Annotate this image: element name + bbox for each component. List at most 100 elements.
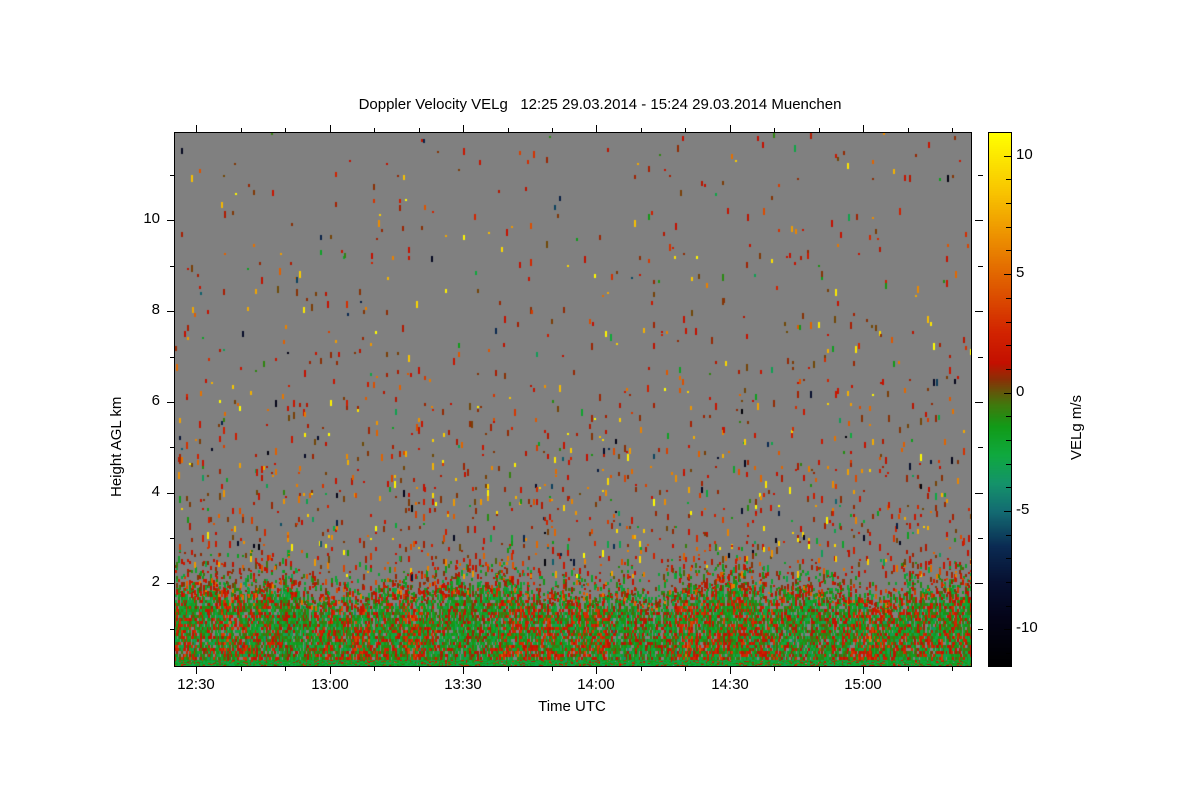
- y-axis-title: Height AGL km: [108, 396, 125, 497]
- x-tick: [730, 125, 731, 133]
- x-tick-minor: [952, 128, 953, 133]
- colorbar-tick-label: 0: [1016, 383, 1025, 400]
- x-tick-minor: [908, 666, 909, 671]
- y-tick: [167, 402, 175, 403]
- colorbar-tick-minor: [1006, 227, 1011, 228]
- colorbar-tick-minor: [1006, 582, 1011, 583]
- x-tick-label: 15:00: [844, 676, 882, 693]
- y-tick: [975, 402, 983, 403]
- y-tick-minor: [978, 538, 983, 539]
- colorbar-gradient: [989, 133, 1011, 666]
- x-tick-minor: [241, 666, 242, 671]
- x-tick-minor: [952, 666, 953, 671]
- colorbar-tick-label: 10: [1016, 146, 1033, 163]
- x-tick: [330, 125, 331, 133]
- y-tick-label: 2: [151, 573, 160, 590]
- colorbar-tick: [1004, 156, 1011, 157]
- x-tick-label: 14:00: [577, 676, 615, 693]
- x-tick-label: 13:30: [444, 676, 482, 693]
- x-tick: [463, 125, 464, 133]
- x-tick-minor: [685, 666, 686, 671]
- colorbar-tick-minor: [1006, 369, 1011, 370]
- y-tick: [975, 583, 983, 584]
- y-tick-minor: [170, 266, 175, 267]
- colorbar-tick-minor: [1006, 345, 1011, 346]
- colorbar-tick: [1004, 393, 1011, 394]
- colorbar-tick-minor: [1006, 132, 1011, 133]
- colorbar-tick-minor: [1006, 250, 1011, 251]
- colorbar-title: VELg m/s: [1068, 394, 1085, 460]
- colorbar-tick: [1004, 629, 1011, 630]
- heatmap-canvas: [175, 133, 971, 666]
- y-tick-label: 8: [151, 301, 160, 318]
- colorbar-tick-minor: [1006, 535, 1011, 536]
- y-tick: [167, 493, 175, 494]
- y-tick-minor: [978, 175, 983, 176]
- colorbar-tick-minor: [1006, 606, 1011, 607]
- colorbar-tick-label: 5: [1016, 264, 1025, 281]
- y-tick-minor: [978, 357, 983, 358]
- x-tick-minor: [641, 128, 642, 133]
- x-tick-minor: [819, 128, 820, 133]
- y-tick: [167, 583, 175, 584]
- y-tick: [167, 311, 175, 312]
- colorbar-tick-minor: [1006, 322, 1011, 323]
- x-tick: [463, 666, 464, 674]
- plot-area: [174, 132, 972, 667]
- x-tick-minor: [552, 128, 553, 133]
- colorbar-tick-minor: [1006, 653, 1011, 654]
- colorbar-tick-minor: [1006, 487, 1011, 488]
- x-tick: [196, 666, 197, 674]
- colorbar-tick-label: -5: [1016, 501, 1030, 518]
- y-tick-minor: [170, 175, 175, 176]
- y-tick-minor: [170, 357, 175, 358]
- x-tick-minor: [552, 666, 553, 671]
- page-title: Doppler Velocity VELg 12:25 29.03.2014 -…: [358, 96, 842, 113]
- x-tick-minor: [685, 128, 686, 133]
- y-tick-minor: [170, 447, 175, 448]
- y-tick-minor: [978, 447, 983, 448]
- x-tick: [330, 666, 331, 674]
- x-tick-minor: [374, 128, 375, 133]
- colorbar-tick-minor: [1006, 416, 1011, 417]
- colorbar-tick-minor: [1006, 558, 1011, 559]
- x-tick: [863, 666, 864, 674]
- x-tick-minor: [241, 128, 242, 133]
- x-tick-label: 14:30: [711, 676, 749, 693]
- x-tick: [596, 125, 597, 133]
- colorbar-tick-minor: [1006, 203, 1011, 204]
- y-tick-minor: [170, 629, 175, 630]
- x-tick: [196, 125, 197, 133]
- y-tick-label: 6: [151, 392, 160, 409]
- x-tick: [730, 666, 731, 674]
- x-tick-label: 13:00: [311, 676, 349, 693]
- x-tick-minor: [508, 666, 509, 671]
- colorbar-tick-minor: [1006, 464, 1011, 465]
- colorbar-tick: [1004, 511, 1011, 512]
- x-tick-minor: [285, 666, 286, 671]
- x-tick-minor: [374, 666, 375, 671]
- colorbar: [988, 132, 1012, 667]
- x-axis-title: Time UTC: [538, 698, 606, 715]
- y-tick: [167, 220, 175, 221]
- x-tick-minor: [508, 128, 509, 133]
- y-tick-minor: [170, 538, 175, 539]
- colorbar-tick-label: -10: [1016, 619, 1038, 636]
- x-tick-minor: [908, 128, 909, 133]
- y-tick-minor: [978, 266, 983, 267]
- x-tick-minor: [285, 128, 286, 133]
- colorbar-tick: [1004, 274, 1011, 275]
- x-tick-label: 12:30: [177, 676, 215, 693]
- x-tick-minor: [774, 666, 775, 671]
- colorbar-tick-minor: [1006, 440, 1011, 441]
- x-tick-minor: [774, 128, 775, 133]
- y-tick-label: 4: [151, 483, 160, 500]
- x-tick-minor: [419, 666, 420, 671]
- x-tick-minor: [819, 666, 820, 671]
- colorbar-tick-minor: [1006, 298, 1011, 299]
- x-tick: [596, 666, 597, 674]
- y-tick-label: 10: [143, 210, 160, 227]
- y-tick: [975, 220, 983, 221]
- colorbar-tick-minor: [1006, 179, 1011, 180]
